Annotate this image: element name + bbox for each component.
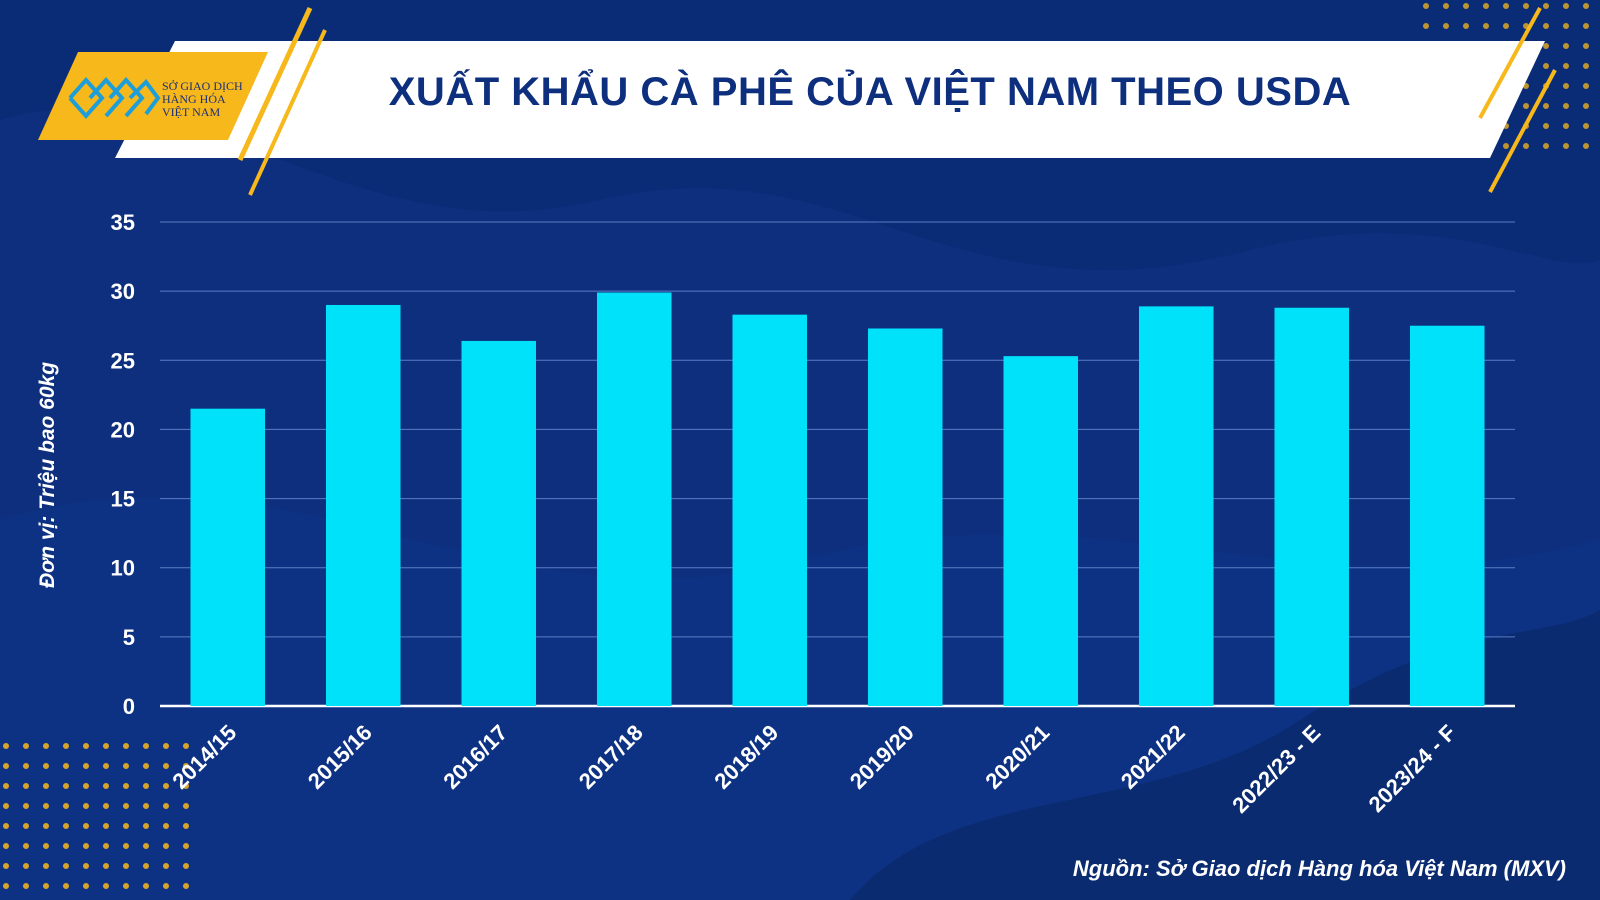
source-note: Nguồn: Sở Giao dịch Hàng hóa Việt Nam (M…: [1072, 856, 1566, 881]
y-tick-label: 35: [111, 210, 135, 235]
y-tick-label: 0: [123, 694, 135, 719]
bar: [1409, 325, 1485, 706]
x-tick-label: 2022/23 - E: [1227, 720, 1325, 818]
bar: [461, 340, 537, 706]
x-tick-label: 2017/18: [574, 720, 648, 794]
y-tick-label: 10: [111, 556, 135, 581]
logo-plate: [38, 52, 268, 140]
logo-line-1: SỞ GIAO DỊCH: [162, 79, 243, 93]
bar: [1003, 356, 1079, 706]
bar: [596, 292, 672, 706]
x-tick-label: 2021/22: [1116, 720, 1190, 794]
logo-text: SỞ GIAO DỊCH HÀNG HÓA VIỆT NAM: [162, 80, 272, 119]
y-tick-label: 20: [111, 417, 135, 442]
bar: [1138, 306, 1214, 706]
y-tick-label: 5: [123, 625, 135, 650]
logo-line-3: VIỆT NAM: [162, 105, 221, 119]
x-tick-label: 2020/21: [980, 720, 1054, 794]
logo-line-2: HÀNG HÓA: [162, 92, 226, 106]
y-tick-label: 15: [111, 487, 135, 512]
x-tick-label: 2019/20: [845, 720, 919, 794]
bar: [1274, 307, 1350, 706]
y-tick-label: 30: [111, 279, 135, 304]
x-tick-label: 2015/16: [303, 720, 377, 794]
y-tick-label: 25: [111, 348, 135, 373]
x-tick-label: 2023/24 - F: [1364, 720, 1461, 817]
x-tick-label: 2016/17: [438, 720, 512, 794]
bar: [190, 408, 266, 706]
dot-pattern-bottom-left: [0, 730, 190, 900]
bar: [732, 314, 808, 706]
x-tick-label: 2018/19: [709, 720, 783, 794]
bar: [325, 304, 401, 706]
y-axis-label: Đơn vị: Triệu bao 60kg: [36, 361, 59, 589]
chart-title: XUẤT KHẨU CÀ PHÊ CỦA VIỆT NAM THEO USDA: [388, 70, 1352, 114]
logo-mark-icon: [68, 76, 161, 120]
x-tick-label: 2014/15: [167, 720, 241, 794]
bar: [867, 328, 943, 706]
